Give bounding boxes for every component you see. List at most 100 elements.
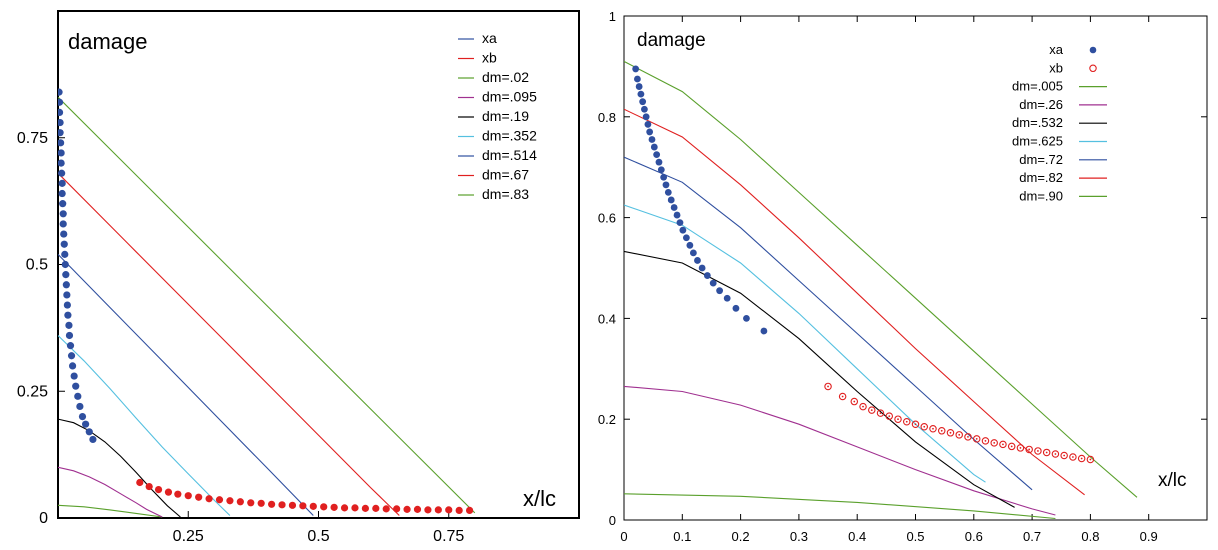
right-point-xa xyxy=(653,151,661,159)
right-point-center-xb xyxy=(958,433,961,436)
left-x-axis-label: x/lc xyxy=(523,486,556,511)
right-legend-label: xa xyxy=(1049,42,1064,57)
left-point-xb xyxy=(247,499,255,507)
right-point-xb xyxy=(1034,447,1042,455)
left-series-line-dm67 xyxy=(58,172,400,516)
right-legend-label: dm=.625 xyxy=(1012,134,1063,149)
left-point-xb xyxy=(154,486,163,494)
right-legend-swatch xyxy=(1089,46,1097,54)
right-point-center-xb xyxy=(1019,447,1022,449)
right-point-xb xyxy=(876,409,885,417)
left-point-xa xyxy=(60,240,68,248)
left-point-xa xyxy=(65,321,73,329)
right-point-xa xyxy=(632,65,640,73)
left-x-tick-label: 0.25 xyxy=(173,528,204,545)
left-point-xa xyxy=(58,169,66,177)
right-point-center-xb xyxy=(879,412,882,415)
left-plot-area xyxy=(58,88,476,518)
right-point-xb xyxy=(929,425,937,433)
left-point-xb xyxy=(299,502,307,510)
left-point-xa xyxy=(63,301,71,309)
right-legend-label: dm=.90 xyxy=(1019,188,1063,203)
right-legend-label: dm=.26 xyxy=(1019,97,1063,112)
left-point-xb xyxy=(278,501,286,509)
left-point-xb xyxy=(164,488,173,496)
left-point-xb xyxy=(413,505,422,513)
left-y-tick-label: 0.75 xyxy=(17,130,48,147)
right-point-center-xb xyxy=(975,437,978,440)
right-point-center-xb xyxy=(853,400,856,403)
right-y-tick-label: 0.2 xyxy=(598,412,616,427)
right-legend-label: dm=.72 xyxy=(1019,152,1063,167)
left-point-xa xyxy=(58,179,66,187)
right-series-line-dm26 xyxy=(624,385,1056,516)
left-point-xb xyxy=(136,478,144,487)
left-point-xa xyxy=(58,98,64,106)
left-point-xa xyxy=(62,281,70,289)
right-point-xa xyxy=(657,166,665,174)
right-point-xb xyxy=(885,412,894,420)
right-point-xb xyxy=(1051,450,1060,458)
right-point-xa xyxy=(662,181,670,189)
right-point-xb xyxy=(894,415,902,423)
left-legend-label: dm=.514 xyxy=(482,147,537,163)
right-point-xa xyxy=(634,75,641,83)
right-y-tick-label: 0.4 xyxy=(598,311,616,326)
left-point-xb xyxy=(403,505,411,513)
left-point-xa xyxy=(58,88,63,96)
right-plot-frame xyxy=(623,15,1208,521)
left-legend-label: dm=.095 xyxy=(482,89,537,105)
right-point-center-xb xyxy=(888,415,891,418)
right-point-xa xyxy=(642,113,650,121)
left-point-xa xyxy=(82,420,90,428)
left-series-line-dm095 xyxy=(58,466,163,518)
right-point-center-xb xyxy=(1072,456,1074,458)
left-point-xb xyxy=(184,492,192,500)
right-point-xa xyxy=(709,279,717,287)
left-point-xb xyxy=(382,505,390,513)
left-point-xa xyxy=(68,362,77,370)
right-point-xa xyxy=(655,158,663,166)
right-point-xa xyxy=(641,105,648,113)
right-point-xb xyxy=(972,435,981,443)
right-series-line-dm532 xyxy=(624,250,1015,508)
right-series-line-dm72 xyxy=(624,156,1033,491)
right-legend-label: dm=.82 xyxy=(1019,170,1063,185)
left-point-xa xyxy=(70,372,78,380)
right-point-xb xyxy=(1060,451,1068,460)
left-point-xa xyxy=(72,382,80,390)
left-point-xa xyxy=(61,250,69,258)
right-point-center-xb xyxy=(1054,453,1057,455)
right-point-center-xb xyxy=(1028,448,1031,451)
left-point-xb xyxy=(393,505,401,513)
right-point-xb xyxy=(946,429,955,437)
right-legend-label: dm=.532 xyxy=(1012,115,1063,130)
right-point-xb xyxy=(1007,442,1016,451)
left-series-line-dm83 xyxy=(58,96,476,514)
right-point-xb xyxy=(1025,445,1033,454)
left-point-xa xyxy=(64,311,72,319)
left-point-xa xyxy=(66,342,75,350)
right-point-center-xb xyxy=(923,425,926,428)
right-point-xa xyxy=(689,249,697,257)
right-point-center-xb xyxy=(1089,458,1092,461)
left-point-xb xyxy=(215,496,224,504)
left-y-axis-label: damage xyxy=(68,29,148,54)
left-x-tick-label: 0.75 xyxy=(433,528,464,545)
left-point-xb xyxy=(309,502,317,510)
left-point-xb xyxy=(195,493,203,501)
right-x-tick-label: 0.1 xyxy=(673,529,691,544)
right-x-axis-label: x/lc xyxy=(1158,470,1187,491)
left-point-xa xyxy=(63,291,71,299)
left-point-xb xyxy=(288,501,297,509)
left-point-xb xyxy=(340,504,349,512)
left-legend-label: dm=.67 xyxy=(482,167,529,183)
left-point-xb xyxy=(257,499,265,507)
right-point-xb xyxy=(1086,455,1095,464)
left-point-xa xyxy=(65,331,74,340)
right-point-center-xb xyxy=(827,385,829,388)
right-series-line-dm90 xyxy=(624,60,1138,498)
right-point-xb xyxy=(920,423,928,431)
left-point-xa xyxy=(58,189,66,198)
